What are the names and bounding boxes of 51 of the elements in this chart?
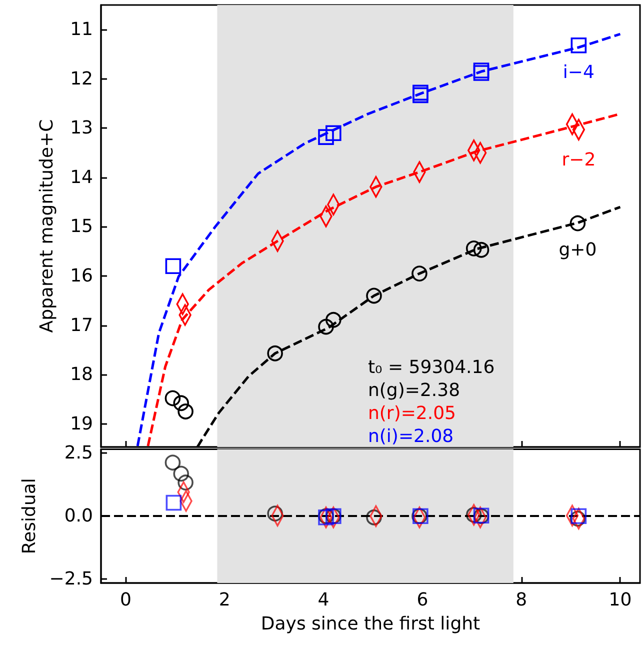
point xyxy=(570,215,586,232)
annotation: t₀ = 59304.16 xyxy=(368,357,495,378)
x-tick-label: 2 xyxy=(218,590,230,610)
y-tick-label: 14 xyxy=(70,166,93,188)
y-axis-title: Apparent magnitude+C xyxy=(36,119,58,333)
point xyxy=(326,312,342,328)
y-tick-label: 15 xyxy=(70,216,93,238)
point xyxy=(166,494,182,511)
point xyxy=(366,288,382,304)
point xyxy=(164,390,181,406)
point xyxy=(412,266,428,282)
y-tick-label: 16 xyxy=(70,266,93,287)
point xyxy=(267,345,283,362)
y-tick-label: −2.5 xyxy=(49,568,93,590)
point xyxy=(178,404,194,420)
x-tick-label: 6 xyxy=(416,590,428,610)
x-tick-label: 10 xyxy=(608,590,632,610)
y-tick-label: 13 xyxy=(70,118,93,139)
point xyxy=(178,474,194,490)
y-axis-title: Residual xyxy=(18,478,40,554)
annotation: n(g)=2.38 xyxy=(368,380,460,401)
point xyxy=(165,258,182,274)
y-tick-label: 19 xyxy=(70,413,93,434)
series-label: r−2 xyxy=(562,149,596,170)
point xyxy=(326,125,342,142)
point xyxy=(318,129,334,145)
point xyxy=(173,466,190,482)
annotation: n(i)=2.08 xyxy=(368,426,454,447)
point xyxy=(466,506,482,523)
y-tick-label: 18 xyxy=(70,364,93,386)
x-axis-title: Days since the first light xyxy=(260,614,480,634)
point xyxy=(318,318,334,335)
point xyxy=(466,240,482,256)
x-tick-label: 0 xyxy=(120,590,132,610)
y-tick-label: 12 xyxy=(70,68,93,90)
y-tick-label: 17 xyxy=(70,314,93,336)
point xyxy=(366,509,382,526)
point xyxy=(570,38,587,54)
point xyxy=(164,454,181,470)
line-series xyxy=(136,32,622,448)
series-label: g+0 xyxy=(558,240,597,261)
point xyxy=(173,395,190,412)
annotation: n(r)=2.05 xyxy=(368,403,456,424)
y-tick-label: 0.0 xyxy=(64,506,93,527)
point xyxy=(267,506,283,522)
y-tick-label: 2.5 xyxy=(64,442,93,464)
point xyxy=(473,242,490,258)
y-tick-label: 11 xyxy=(70,19,93,40)
x-tick-label: 8 xyxy=(516,590,528,610)
x-tick-label: 4 xyxy=(318,590,330,610)
series-label: i−4 xyxy=(562,62,594,83)
